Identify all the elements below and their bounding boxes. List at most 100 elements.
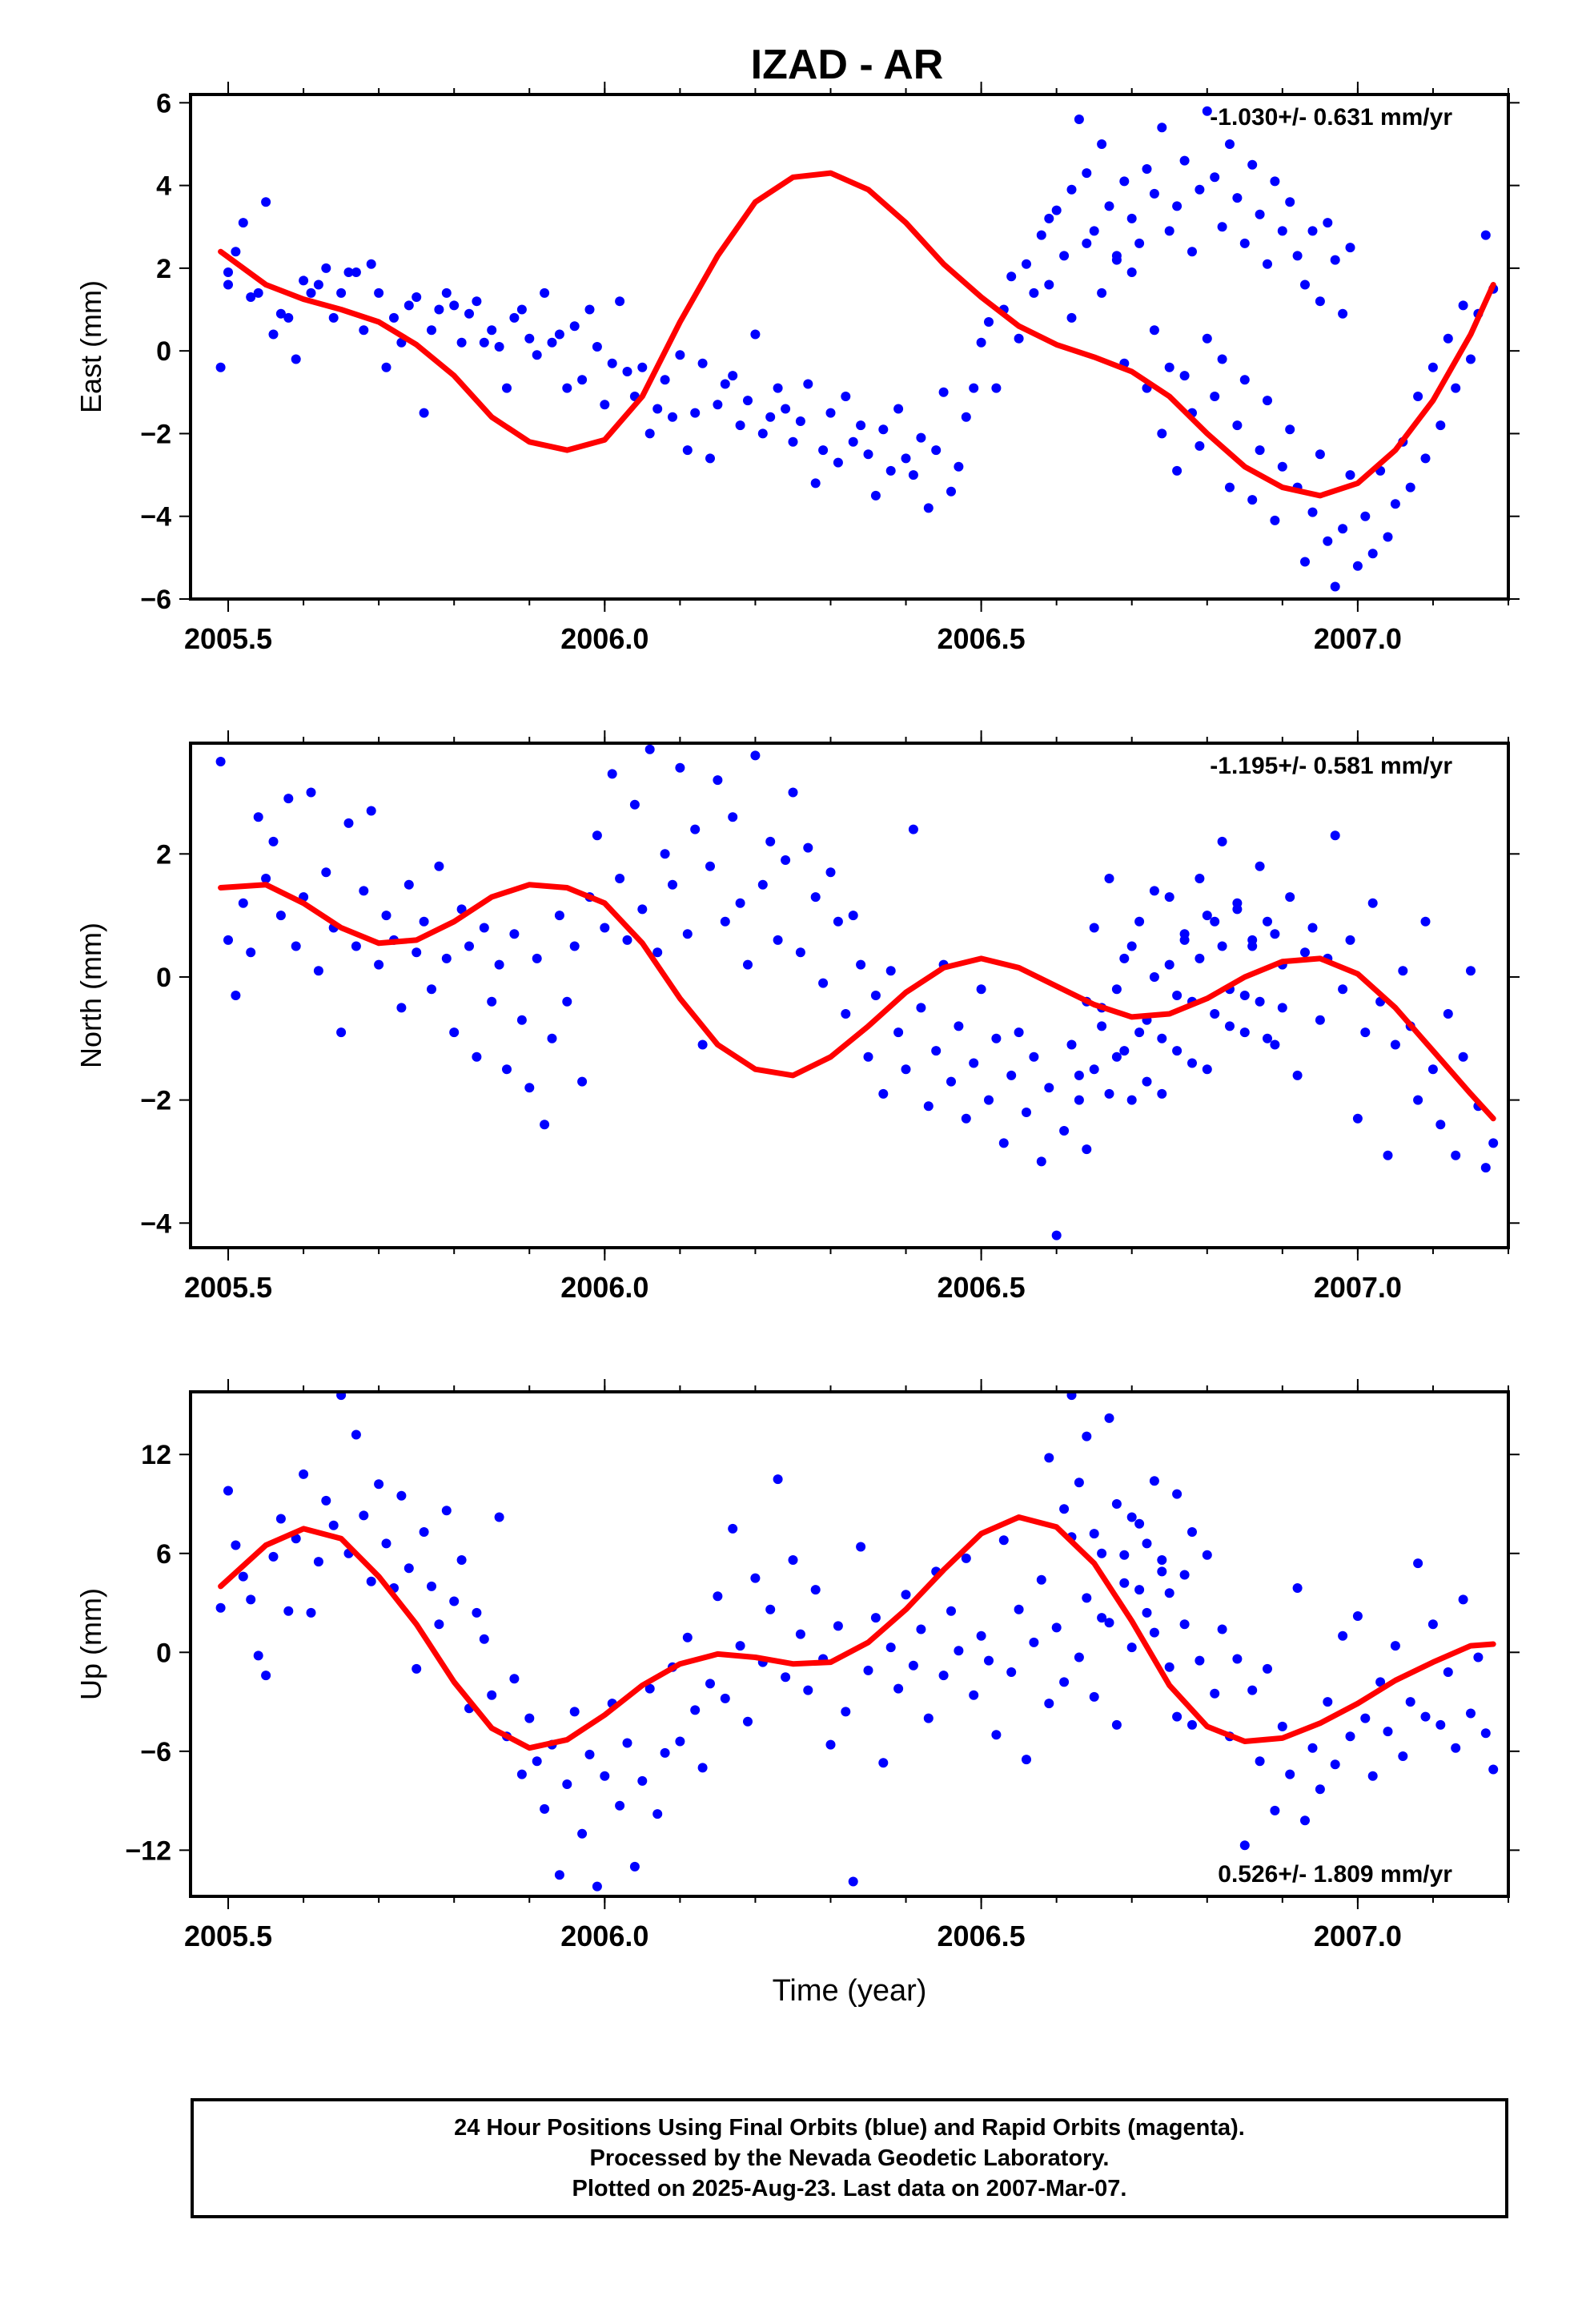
east-data-point	[954, 461, 964, 472]
up-data-point	[1263, 1663, 1272, 1674]
east-data-point	[1435, 420, 1446, 431]
east-data-point	[1217, 354, 1227, 364]
north-data-point	[1179, 935, 1190, 945]
east-data-point	[1119, 176, 1130, 187]
north-data-point	[991, 1033, 1002, 1043]
east-data-point	[299, 275, 309, 286]
up-ytick-label: 6	[156, 1539, 171, 1570]
east-data-point	[795, 416, 805, 426]
north-data-point	[984, 1095, 994, 1105]
up-data-point	[773, 1474, 783, 1485]
north-data-point	[441, 953, 452, 963]
up-data-point	[404, 1563, 414, 1574]
east-data-point	[1255, 209, 1265, 219]
up-data-point	[1383, 1727, 1393, 1737]
north-data-point	[1239, 1027, 1250, 1038]
east-data-point	[735, 420, 745, 431]
up-data-point	[1187, 1719, 1197, 1730]
east-data-point	[1082, 168, 1092, 179]
east-data-point	[1051, 205, 1062, 215]
up-data-point	[1466, 1708, 1476, 1719]
up-data-point	[1405, 1697, 1415, 1707]
east-data-point	[1097, 139, 1107, 149]
east-data-point	[1217, 222, 1227, 232]
east-data-point	[863, 449, 873, 460]
up-data-point	[1059, 1504, 1070, 1514]
north-data-point	[1390, 1039, 1400, 1050]
east-data-point	[1345, 470, 1355, 480]
east-data-point	[359, 325, 369, 336]
east-data-point	[268, 329, 279, 340]
north-data-point	[592, 830, 602, 841]
up-data-point	[870, 1613, 881, 1623]
north-data-point	[1367, 898, 1378, 908]
east-ytick-label: 4	[156, 171, 171, 202]
east-data-point	[1330, 255, 1340, 265]
east-data-point	[223, 267, 233, 277]
north-data-point	[1104, 874, 1114, 883]
up-data-point	[1338, 1630, 1348, 1641]
up-xtick-label: 2005.5	[184, 1920, 272, 1952]
east-xtick-label: 2007.0	[1314, 622, 1402, 655]
east-data-point	[1149, 325, 1159, 336]
north-data-point	[1014, 1027, 1024, 1038]
up-data-point	[1435, 1719, 1446, 1730]
north-data-point	[1398, 966, 1408, 976]
up-data-point	[1315, 1784, 1325, 1795]
north-data-point	[261, 874, 271, 883]
east-data-point	[757, 428, 768, 439]
east-data-point	[351, 267, 361, 277]
east-data-point	[223, 279, 233, 290]
north-data-point	[1413, 1095, 1423, 1105]
east-data-point	[1126, 267, 1137, 277]
up-data-point	[540, 1803, 550, 1814]
up-xtick-label: 2006.5	[938, 1920, 1026, 1952]
east-panel: −6 −4 −2 0 2 4 6 2005.5 2006.0 2006.5 2007.0 East (…	[74, 82, 1520, 655]
east-xtick-label: 2006.5	[938, 622, 1026, 655]
east-data-point	[1202, 106, 1212, 116]
east-data-point	[336, 287, 347, 298]
north-data-point	[449, 1027, 460, 1038]
north-xtick-label: 2006.5	[938, 1271, 1026, 1304]
east-data-point	[1134, 238, 1145, 248]
east-data-point	[818, 445, 829, 456]
north-data-point	[803, 842, 813, 853]
east-data-point	[1277, 461, 1287, 472]
north-data-point	[412, 947, 422, 958]
east-data-point	[1466, 354, 1476, 364]
east-data-point	[668, 412, 677, 422]
east-data-point	[1059, 251, 1070, 261]
up-data-point	[825, 1739, 836, 1750]
up-data-point	[1195, 1655, 1205, 1666]
up-data-point	[644, 1683, 655, 1694]
east-data-point	[713, 400, 723, 410]
east-data-point	[1195, 184, 1205, 195]
east-data-point	[728, 371, 738, 381]
north-data-point	[901, 1064, 911, 1075]
east-data-point	[1300, 557, 1310, 567]
north-data-point	[1172, 1046, 1182, 1056]
north-data-point	[637, 904, 648, 915]
north-data-point	[705, 861, 715, 871]
east-data-point	[441, 287, 452, 298]
north-data-point	[306, 787, 316, 798]
east-data-point	[1097, 287, 1107, 298]
east-data-point	[479, 337, 489, 348]
east-ytick-label: −2	[140, 419, 171, 449]
north-data-point	[456, 904, 467, 915]
up-data-point	[1292, 1583, 1303, 1593]
east-data-point	[577, 375, 588, 385]
east-plot-area	[215, 106, 1499, 592]
north-data-point	[464, 941, 474, 951]
caption-line-dates: Plotted on 2025-Aug-23. Last data on 200…	[572, 2176, 1127, 2201]
north-data-point	[547, 1033, 557, 1043]
north-data-point	[313, 966, 323, 976]
up-data-point	[1036, 1574, 1046, 1585]
east-data-point	[412, 292, 422, 302]
up-data-point	[313, 1557, 323, 1567]
east-data-point	[1157, 123, 1167, 133]
up-data-point	[1488, 1764, 1499, 1775]
north-data-point	[427, 984, 436, 995]
north-data-point	[916, 1003, 926, 1013]
